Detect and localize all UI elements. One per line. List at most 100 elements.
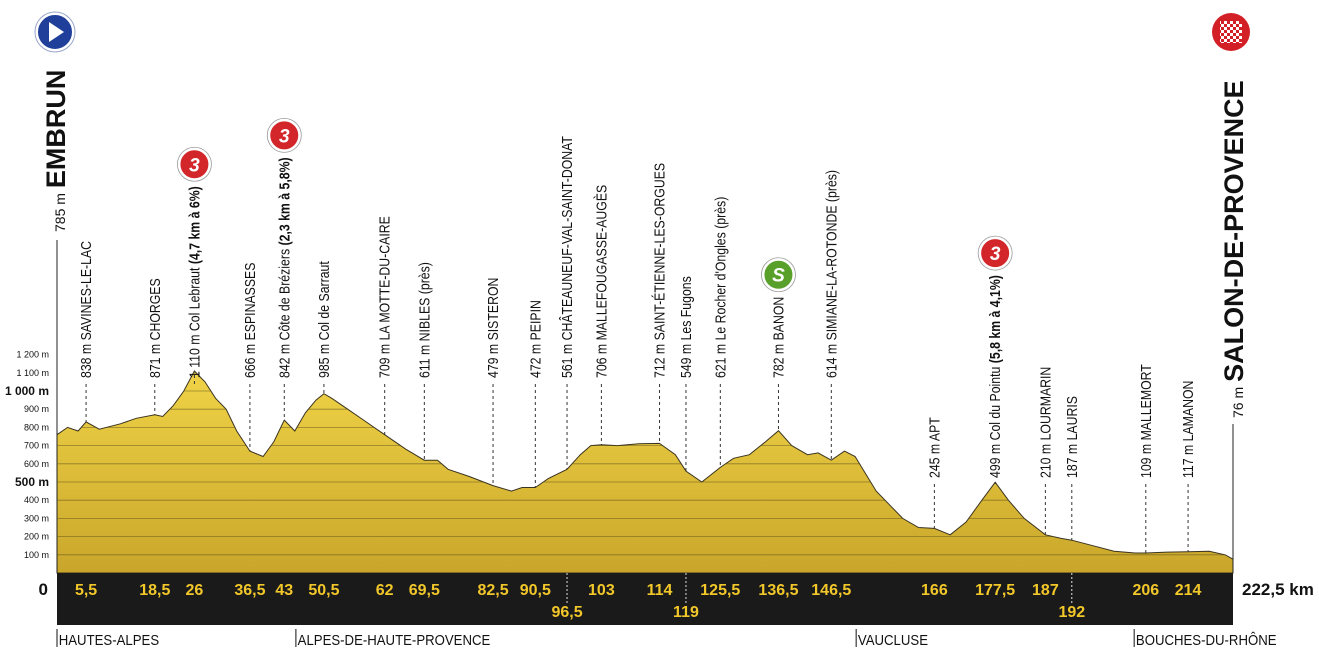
x-tick-label: 43 (275, 582, 293, 599)
finish-icon (1212, 13, 1250, 51)
waypoint-name: 709 m LA MOTTE-DU-CAIRE (377, 216, 393, 378)
badge-ring (266, 117, 302, 153)
y-tick-label: 1 100 m (16, 368, 49, 378)
badge (268, 119, 301, 152)
x-tick-label: 90,5 (520, 582, 551, 599)
y-tick-label: 700 m (24, 441, 49, 451)
region-label: VAUCLUSE (858, 631, 928, 648)
x-tick-label: 5,5 (75, 582, 97, 599)
waypoint-name: 245 m APT (926, 417, 942, 478)
waypoint-label: 838 m SAVINES-LE-LAC (78, 241, 94, 378)
x-tick-label: 96,5 (551, 604, 582, 621)
waypoint-label: 109 m MALLEMORT (1138, 364, 1154, 478)
y-tick-label: 1 200 m (16, 350, 49, 360)
finish-label: 76 m SALON-DE-PROVENCE (1219, 80, 1249, 418)
y-tick-label: 300 m (24, 513, 49, 523)
x-tick-label: 206 (1132, 582, 1159, 599)
badge-label: 3 (189, 155, 200, 176)
y-tick-label: 800 m (24, 422, 49, 432)
badge (762, 258, 795, 291)
waypoint-name: 666 m ESPINASSES (242, 263, 258, 378)
waypoint-name: 549 m Les Fugons (678, 276, 694, 378)
waypoint-label: 561 m CHÂTEAUNEUF-VAL-SAINT-DONAT (558, 136, 575, 378)
y-tick-label: 900 m (24, 404, 49, 414)
waypoint-label: 210 m LOURMARIN (1037, 367, 1053, 478)
badge-label: S (772, 266, 785, 287)
x-tick-label: 114 (647, 582, 673, 599)
badge-ring (177, 146, 212, 182)
x-tick-label: 192 (1058, 604, 1085, 621)
waypoint-label: 187 m LAURIS (1064, 396, 1080, 478)
x-tick-label: 50,5 (308, 582, 339, 599)
waypoint-name: 614 m SIMIANE-LA-ROTONDE (près) (823, 170, 839, 378)
waypoint-label: 621 m Le Rocher d'Ongles (près) (712, 197, 728, 378)
badge-label: 3 (279, 126, 290, 147)
waypoint-label: 614 m SIMIANE-LA-ROTONDE (près) (823, 170, 839, 378)
x-tick-label: 146,5 (811, 582, 851, 599)
waypoint-name: 985 m Col de Sarraut (316, 261, 332, 378)
start-label: 785 m EMBRUN (41, 70, 71, 232)
waypoint-label: 666 m ESPINASSES (242, 263, 258, 378)
waypoint-name: 187 m LAURIS (1064, 396, 1080, 478)
waypoint-label: 479 m SISTERON (485, 278, 501, 378)
waypoint-name: 611 m NIBLES (près) (416, 262, 432, 378)
waypoint-name: 838 m SAVINES-LE-LAC (78, 241, 94, 378)
waypoint-name: 842 m Côte de Bréziers (276, 245, 292, 378)
start-icon (34, 11, 76, 53)
waypoint-name: 210 m LOURMARIN (1037, 367, 1053, 478)
waypoint-label: 712 m SAINT-ÉTIENNE-LES-ORGUES (650, 163, 667, 378)
waypoint-label: 871 m CHORGES (147, 278, 163, 378)
x-tick-label: 136,5 (758, 582, 798, 599)
waypoint-name: 1 110 m Col Lebraut (186, 264, 202, 378)
y-tick-label: 600 m (24, 459, 49, 469)
waypoint-name: 479 m SISTERON (485, 278, 501, 378)
y-tick-label: 400 m (24, 495, 49, 505)
km-band (57, 573, 1233, 625)
finish-altitude: 76 m (1230, 387, 1246, 418)
waypoint-name: 871 m CHORGES (147, 278, 163, 378)
region-label: HAUTES-ALPES (59, 631, 159, 648)
x-tick-label: 82,5 (477, 582, 508, 599)
x-tick-label: 36,5 (234, 582, 265, 599)
waypoint-name: 472 m PEIPIN (527, 300, 543, 378)
waypoint-name: 782 m BANON (770, 297, 786, 378)
x-tick-label: 119 (673, 604, 699, 621)
x-tick-label: 222,5 km (1242, 580, 1314, 599)
badge-ring (977, 235, 1013, 271)
y-tick-label: 100 m (24, 550, 49, 560)
x-tick-label: 18,5 (139, 582, 170, 599)
waypoint-label: 709 m LA MOTTE-DU-CAIRE (377, 216, 393, 378)
waypoint-name: 621 m Le Rocher d'Ongles (près) (712, 197, 728, 378)
waypoint-name: 712 m SAINT-ÉTIENNE-LES-ORGUES (650, 163, 667, 378)
region-label: BOUCHES-DU-RHÔNE (1136, 631, 1277, 648)
x-tick-label: 214 (1175, 582, 1202, 599)
y-tick-label: 1 000 m (5, 384, 49, 398)
x-tick-label: 177,5 (975, 582, 1015, 599)
waypoint-label: 499 m Col du Pointu (5,8 km à 4,1%) (987, 275, 1003, 478)
y-tick-label: 200 m (24, 532, 49, 542)
waypoint-label: 245 m APT (926, 417, 942, 478)
waypoint-label: 782 m BANON (770, 297, 786, 378)
x-tick-label: 69,5 (409, 582, 440, 599)
badge (178, 148, 211, 181)
waypoint-label: 549 m Les Fugons (678, 276, 694, 378)
x-tick-label: 166 (921, 582, 948, 599)
climb-detail: (5,8 km à 4,1%) (987, 275, 1003, 363)
waypoint-name: 109 m MALLEMORT (1138, 364, 1154, 478)
elevation-profile (56, 370, 1234, 574)
badge-label: 3 (990, 244, 1001, 265)
x-tick-label: 125,5 (700, 582, 740, 599)
badge-ring (761, 257, 796, 293)
region-label: ALPES-DE-HAUTE-PROVENCE (298, 631, 491, 648)
x-tick-label: 26 (186, 582, 204, 599)
climb-detail: (4,7 km à 6%) (186, 186, 202, 264)
waypoint-label: 117 m LAMANON (1180, 381, 1196, 478)
x-tick-label: 103 (588, 582, 615, 599)
waypoint-label: 842 m Côte de Bréziers (2,3 km à 5,8%) (276, 157, 292, 378)
waypoint-name: 499 m Col du Pointu (987, 363, 1003, 478)
y-tick-label: 500 m (15, 475, 49, 489)
waypoint-name: 706 m MALLEFOUGASSE-AUGÈS (592, 185, 609, 378)
waypoint-name: 561 m CHÂTEAUNEUF-VAL-SAINT-DONAT (558, 136, 575, 378)
x-tick-label: 187 (1032, 582, 1059, 599)
